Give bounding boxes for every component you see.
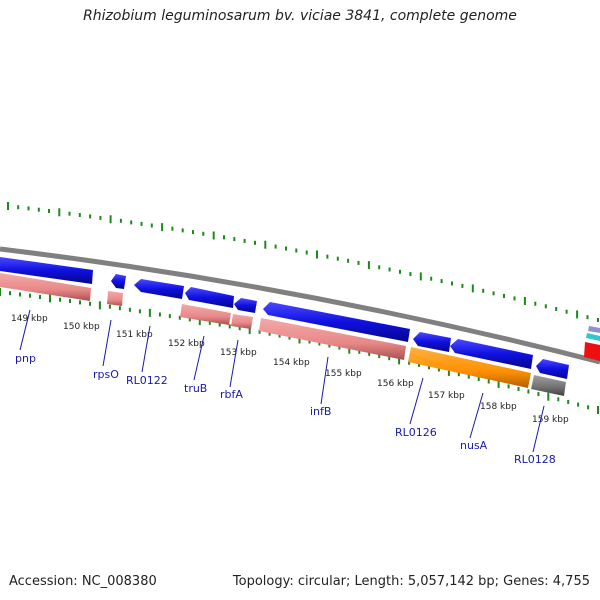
cds-infb-forward xyxy=(263,302,410,342)
partial-feature-cyan xyxy=(586,333,600,341)
gene-features xyxy=(0,273,566,396)
tick-label-156: 156 kbp xyxy=(377,379,414,389)
cds-trub-forward xyxy=(185,287,234,308)
outer-tick-ring xyxy=(7,202,599,322)
forward-strand-features xyxy=(0,257,600,379)
gene-label-rl0128: RL0128 xyxy=(514,453,556,466)
tick-label-153: 153 kbp xyxy=(220,348,257,358)
gene-label-pnp: pnp xyxy=(15,352,36,365)
label-leader-lines xyxy=(19,309,545,453)
genome-backbone xyxy=(0,246,600,365)
tick-label-158: 158 kbp xyxy=(480,402,517,412)
partial-feature-red xyxy=(584,342,600,361)
cds-nusa-forward xyxy=(450,339,533,369)
gene-label-rpso: rpsO xyxy=(93,368,119,381)
gene-label-rbfa: rbfA xyxy=(220,388,243,401)
tick-label-152: 152 kbp xyxy=(168,339,205,349)
gene-label-nusa: nusA xyxy=(460,439,488,452)
gene-trub xyxy=(180,304,231,325)
topology-label: Topology: circular; Length: 5,057,142 bp… xyxy=(232,574,590,589)
gene-label-infb: infB xyxy=(310,405,331,418)
cds-rl0122-forward xyxy=(134,279,184,299)
tick-label-157: 157 kbp xyxy=(428,391,465,401)
cds-rpso-forward xyxy=(111,274,126,289)
gene-rpso xyxy=(107,291,123,306)
gene-pnp xyxy=(0,273,91,301)
gene-labels: pnp rpsO RL0122 truB rbfA infB RL0126 nu… xyxy=(15,352,556,466)
gene-rl0128 xyxy=(531,375,566,396)
tick-label-150: 150 kbp xyxy=(63,322,100,332)
gene-infb xyxy=(259,318,406,360)
tick-label-155: 155 kbp xyxy=(325,369,362,379)
partial-feature-lavender xyxy=(588,326,600,333)
tick-label-159: 159 kbp xyxy=(532,415,569,425)
cds-pnp-forward xyxy=(0,257,93,284)
gene-label-rl0122: RL0122 xyxy=(126,374,168,387)
cds-rbfa-forward xyxy=(234,298,257,313)
gene-label-trub: truB xyxy=(184,382,207,395)
tick-label-149: 149 kbp xyxy=(11,314,48,324)
tick-label-154: 154 kbp xyxy=(273,358,310,368)
tick-label-151: 151 kbp xyxy=(116,330,153,340)
kbp-labels: 149 kbp 150 kbp 151 kbp 152 kbp 153 kbp … xyxy=(11,314,569,425)
gene-label-rl0126: RL0126 xyxy=(395,426,437,439)
cds-rl0126-forward xyxy=(413,332,451,352)
gene-rbfa xyxy=(231,314,253,329)
map-title: Rhizobium leguminosarum bv. viciae 3841,… xyxy=(83,8,517,24)
accession-label: Accession: NC_008380 xyxy=(9,574,157,589)
gene-nusa xyxy=(408,347,531,388)
cds-rl0128-forward xyxy=(536,359,569,379)
